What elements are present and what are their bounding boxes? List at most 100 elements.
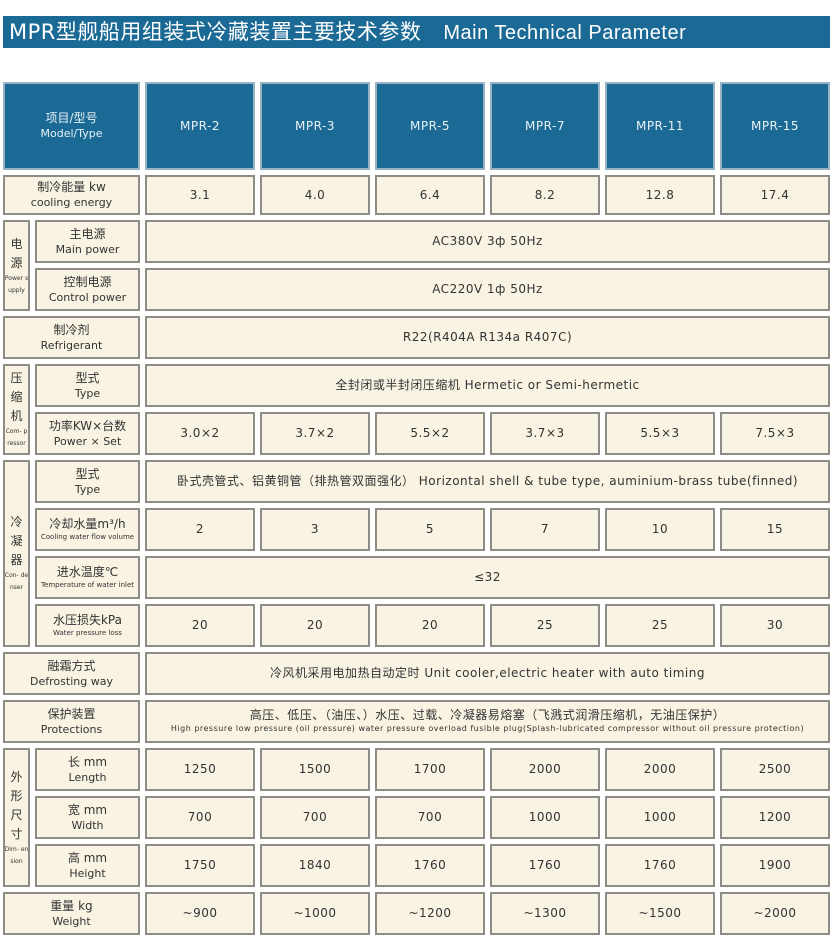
row-label-cn: 型式 — [75, 466, 100, 481]
value-width: 1000 — [605, 796, 715, 839]
value-weight: ~1200 — [375, 892, 485, 935]
row-label-cn: 制冷能量 kw — [37, 180, 106, 194]
value-text: 1000 — [528, 810, 562, 824]
value-water-pressure-loss: 20 — [375, 604, 485, 647]
value-cooling-energy: 3.1 — [145, 175, 255, 215]
value-text: 700 — [187, 810, 213, 824]
value-water-pressure-loss: 25 — [490, 604, 600, 647]
header-model: MPR-7 — [490, 82, 600, 170]
value-control-power: AC220V 1ф 50Hz — [145, 268, 830, 311]
value-text: 700 — [417, 810, 443, 824]
row-label-en: Water pressure loss — [53, 629, 122, 637]
value-text: 10 — [651, 522, 669, 536]
value-height: 1840 — [260, 844, 370, 887]
value-power-set: 5.5×3 — [605, 412, 715, 455]
value-cooling-water: 7 — [490, 508, 600, 551]
value-cooling-water: 3 — [260, 508, 370, 551]
row-label-cn: 宽 mm — [67, 802, 108, 817]
row-label-en: Width — [71, 818, 104, 832]
row-label-en: Power × Set — [53, 434, 122, 448]
row-label-cooling-energy: 制冷能量 kw cooling energy — [3, 175, 140, 215]
row-label-en: Control power — [48, 290, 127, 304]
value-cooling-water: 5 — [375, 508, 485, 551]
value-text: ~2000 — [753, 906, 797, 920]
value-text: ~1500 — [638, 906, 682, 920]
value-text: 2000 — [643, 762, 677, 776]
value-text: 1200 — [758, 810, 792, 824]
row-label-cn: 长 mm — [67, 754, 108, 769]
header-model: MPR-15 — [720, 82, 830, 170]
value-text: 20 — [306, 618, 324, 632]
value-text: 30 — [766, 618, 784, 632]
group-compressor: 压缩机 Com- pressor — [3, 364, 30, 455]
value-length: 1250 — [145, 748, 255, 791]
value-text: 卧式壳管式、铝黄铜管（排热管双面强化） Horizontal shell & t… — [176, 474, 799, 488]
row-label-main-power: 主电源 Main power — [35, 220, 140, 263]
value-weight: ~2000 — [720, 892, 830, 935]
row-label-control-power: 控制电源 Control power — [35, 268, 140, 311]
value-text: 2000 — [528, 762, 562, 776]
value-text: 1760 — [528, 858, 562, 872]
value-text: ~1200 — [408, 906, 452, 920]
value-text: ≤32 — [474, 570, 501, 584]
value-cooling-energy: 17.4 — [720, 175, 830, 215]
model-name: MPR-3 — [295, 118, 335, 133]
group-dimension: 外形尺寸 Dim- ension — [3, 748, 30, 887]
row-label-en: Type — [74, 482, 101, 496]
row-label-compressor-type: 型式 Type — [35, 364, 140, 407]
header-label-cn: 项目/型号 — [45, 111, 98, 125]
value-compressor-type: 全封闭或半封闭压缩机 Hermetic or Semi-hermetic — [145, 364, 830, 407]
value-length: 2000 — [490, 748, 600, 791]
value-power-set: 3.0×2 — [145, 412, 255, 455]
row-label-cn: 冷却水量m³/h — [49, 517, 126, 531]
row-label-cn: 水压损失kPa — [52, 613, 122, 627]
row-label-en: Type — [74, 386, 101, 400]
value-weight: ~1000 — [260, 892, 370, 935]
value-width: 700 — [375, 796, 485, 839]
value-cooling-energy: 4.0 — [260, 175, 370, 215]
value-text: ~900 — [182, 906, 218, 920]
value-length: 1500 — [260, 748, 370, 791]
group-label-en: Power supply — [4, 274, 29, 294]
row-label-en: cooling energy — [30, 196, 113, 209]
row-label-cn: 重量 kg — [50, 898, 93, 913]
value-cooling-energy: 12.8 — [605, 175, 715, 215]
value-text: 3.0×2 — [180, 426, 220, 440]
row-label-power-set: 功率KW×台数 Power × Set — [35, 412, 140, 455]
value-weight: ~900 — [145, 892, 255, 935]
row-label-en: Defrosting way — [30, 674, 113, 688]
row-label-water-inlet-temp: 进水温度℃ Temperature of water inlet — [35, 556, 140, 599]
value-text: 17.4 — [760, 187, 790, 202]
value-height: 1760 — [605, 844, 715, 887]
value-text: 1760 — [643, 858, 677, 872]
value-weight: ~1500 — [605, 892, 715, 935]
value-text: 25 — [651, 618, 669, 632]
value-water-pressure-loss: 20 — [260, 604, 370, 647]
value-text: 7.5×3 — [755, 426, 795, 440]
row-label-cn: 制冷剂 — [53, 322, 90, 337]
value-text: 3 — [310, 522, 320, 536]
value-text: 20 — [191, 618, 209, 632]
value-text: 5.5×2 — [410, 426, 450, 440]
value-height: 1750 — [145, 844, 255, 887]
value-text-en: High pressure low pressure (oil pressure… — [170, 724, 805, 733]
row-label-en: Height — [69, 866, 106, 880]
value-water-inlet-temp: ≤32 — [145, 556, 830, 599]
title-cn: MPR型舰船用组装式冷藏装置主要技术参数 — [9, 20, 422, 44]
value-length: 2000 — [605, 748, 715, 791]
value-weight: ~1300 — [490, 892, 600, 935]
value-length: 2500 — [720, 748, 830, 791]
row-label-cn: 融霜方式 — [47, 658, 96, 673]
value-cooling-water: 15 — [720, 508, 830, 551]
group-label-cn: 电源 — [10, 236, 23, 270]
value-protections: 高压、低压、（油压、）水压、过载、冷凝器易熔塞（飞溅式润滑压缩机，无油压保护） H… — [145, 700, 830, 743]
value-text: 4.0 — [304, 187, 326, 202]
model-name: MPR-15 — [750, 118, 800, 133]
value-main-power: AC380V 3ф 50Hz — [145, 220, 830, 263]
group-power-supply: 电源 Power supply — [3, 220, 30, 311]
row-label-refrigerant: 制冷剂 Refrigerant — [3, 316, 140, 359]
group-label-cn: 外形尺寸 — [10, 769, 23, 841]
value-power-set: 3.7×3 — [490, 412, 600, 455]
value-length: 1700 — [375, 748, 485, 791]
row-label-cn: 控制电源 — [63, 274, 112, 289]
